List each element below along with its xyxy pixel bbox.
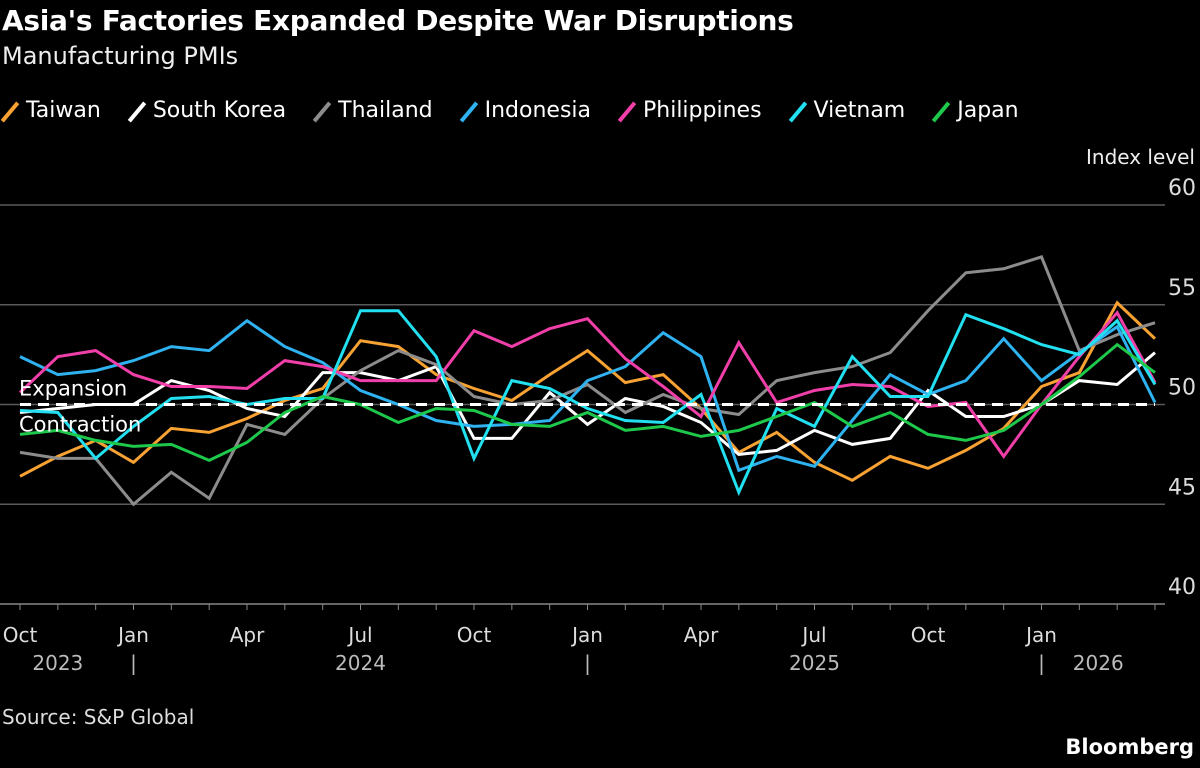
series-line-thailand <box>19 255 1156 507</box>
source-note: Source: S&P Global <box>2 705 195 729</box>
series-line-vietnam <box>19 309 1157 497</box>
x-tick-label: Oct <box>911 623 946 647</box>
year-separator: | <box>584 651 591 675</box>
series-line-philippines <box>18 310 1157 459</box>
contraction-label: Contraction <box>19 413 141 437</box>
legend-label: South Korea <box>152 98 287 123</box>
legend-item: Philippines <box>619 98 762 123</box>
x-tick-label: Jan <box>1024 623 1057 647</box>
series-line-indonesia <box>19 318 1157 473</box>
legend-item: Taiwan <box>2 98 101 123</box>
legend-item: Indonesia <box>461 98 591 123</box>
series-line-japan <box>19 342 1156 463</box>
y-tick-label: 50 <box>1168 376 1196 401</box>
legend-item: Thailand <box>314 98 432 123</box>
legend-item: South Korea <box>129 98 286 123</box>
legend-label: Vietnam <box>813 98 906 123</box>
series-line-taiwan <box>19 300 1157 483</box>
year-label: 2025 <box>789 651 840 675</box>
chart-title: Asia's Factories Expanded Despite War Di… <box>2 4 794 37</box>
legend-label: Philippines <box>643 98 762 123</box>
expansion-label: Expansion <box>19 377 127 401</box>
x-tick-label: Apr <box>230 623 265 647</box>
y-tick-label: 40 <box>1168 575 1196 600</box>
year-label: 2024 <box>335 651 386 675</box>
legend-label: Taiwan <box>26 98 101 123</box>
series-line-south-korea <box>19 351 1156 456</box>
x-tick-label: Jan <box>116 623 149 647</box>
year-label: 2026 <box>1073 651 1124 675</box>
x-tick-label: Jul <box>800 623 826 647</box>
year-separator: | <box>1038 651 1045 675</box>
legend-label: Indonesia <box>484 98 591 123</box>
y-tick-label: 55 <box>1168 276 1196 301</box>
x-tick-label: Apr <box>684 623 719 647</box>
x-tick-label: Jul <box>346 623 372 647</box>
legend-item: Vietnam <box>790 98 906 123</box>
x-tick-label: Oct <box>457 623 492 647</box>
year-separator: | <box>130 651 137 675</box>
legend-label: Japan <box>957 98 1019 123</box>
legend-label: Thailand <box>338 98 433 123</box>
legend-item: Japan <box>933 98 1018 123</box>
y-axis-label: Index level <box>1086 145 1195 169</box>
x-tick-label: Oct <box>3 623 38 647</box>
year-label: 2023 <box>32 651 83 675</box>
chart-subtitle: Manufacturing PMIs <box>2 42 239 70</box>
y-tick-label: 60 <box>1168 176 1196 201</box>
x-tick-label: Jan <box>570 623 603 647</box>
legend: Taiwan South Korea Thailand Indonesia Philip… <box>2 98 1047 123</box>
y-tick-label: 45 <box>1168 475 1196 500</box>
bloomberg-logo: Bloomberg <box>1065 735 1194 759</box>
